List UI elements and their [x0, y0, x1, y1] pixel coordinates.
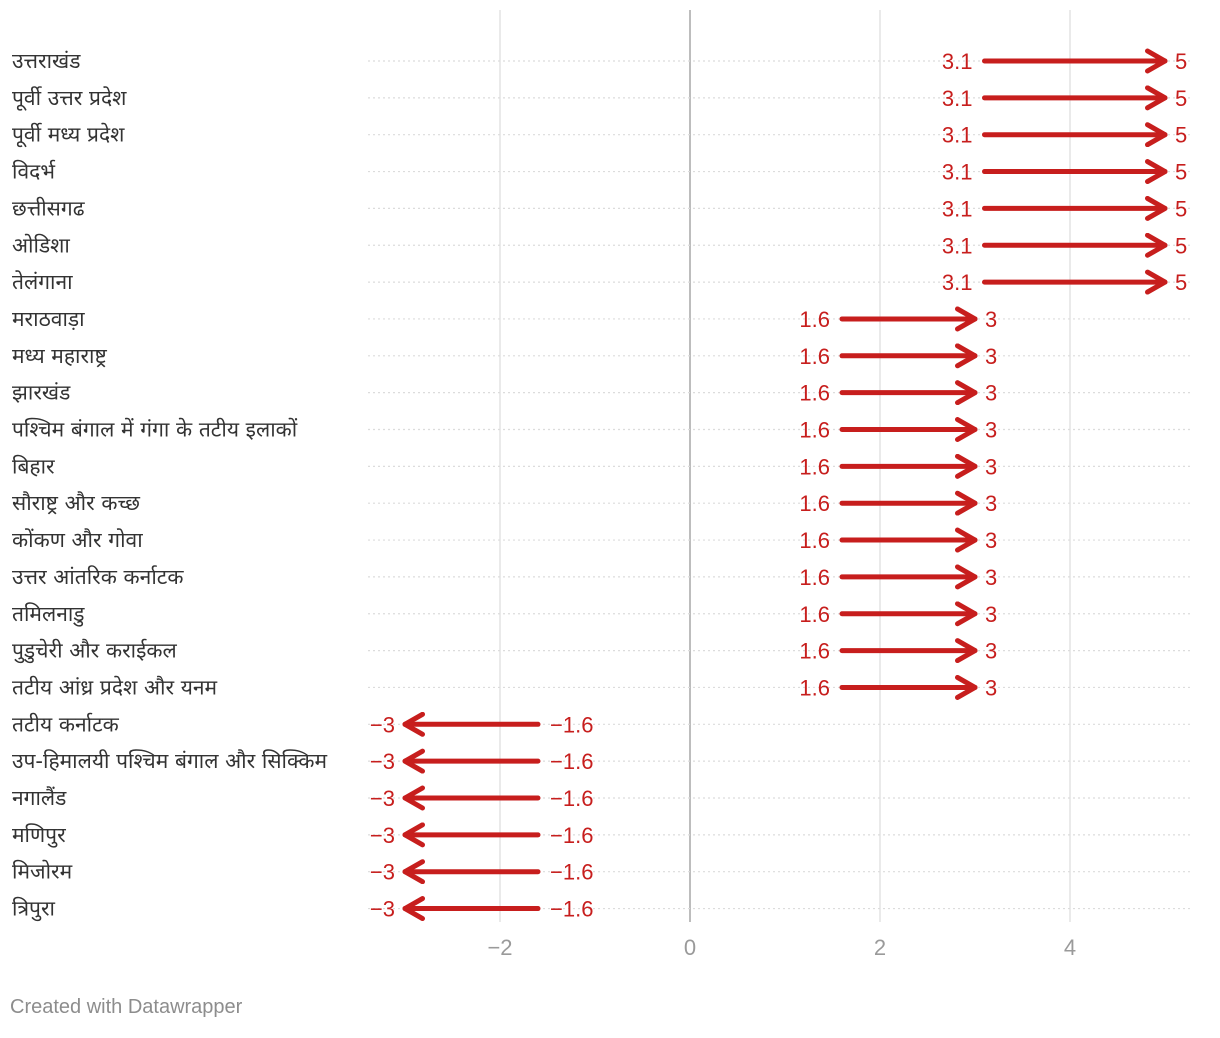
row-label: मध्य महाराष्ट्र: [12, 344, 107, 368]
row-label: त्रिपुरा: [12, 897, 56, 922]
start-value-label: 1.6: [799, 454, 830, 479]
start-value-label: 1.6: [799, 491, 830, 516]
row-label: पुडुचेरी और कराईकल: [12, 639, 178, 664]
end-value-label: 5: [1175, 270, 1187, 295]
end-value-label: 3: [985, 307, 997, 332]
row-label: मिजोरम: [12, 860, 73, 884]
start-value-label: 1.6: [799, 381, 830, 406]
start-value-label: 1.6: [799, 528, 830, 553]
end-value-label: 5: [1175, 123, 1187, 148]
start-value-label: 1.6: [799, 565, 830, 590]
start-value-label: 1.6: [799, 307, 830, 332]
end-value-label: 3: [985, 565, 997, 590]
end-value-label: 3: [985, 418, 997, 443]
start-value-label: 3.1: [942, 196, 973, 221]
end-value-label: 3: [985, 675, 997, 700]
end-value-label: −3: [370, 786, 395, 811]
row-label: छत्तीसगढ: [12, 196, 86, 220]
x-tick-label: 4: [1064, 935, 1076, 960]
row-label: झारखंड: [12, 381, 71, 405]
x-tick-label: −2: [487, 935, 512, 960]
row-layer: उत्तराखंड 3.1 5 पूर्वी उत्तर प्रदेश 3.1 5 पूर्…: [12, 48, 1190, 922]
x-axis: −2 0 2 4: [487, 935, 1076, 960]
end-value-label: 5: [1175, 160, 1187, 185]
end-value-label: 3: [985, 344, 997, 369]
row-label: मणिपुर: [12, 823, 66, 848]
start-value-label: 3.1: [942, 160, 973, 185]
row-label: ओडिशा: [12, 233, 70, 257]
row-label: सौराष्ट्र और कच्छ: [12, 491, 140, 515]
end-value-label: 3: [985, 381, 997, 406]
end-value-label: −3: [370, 860, 395, 885]
start-value-label: 1.6: [799, 418, 830, 443]
end-value-label: 3: [985, 528, 997, 553]
start-value-label: 3.1: [942, 123, 973, 148]
row-label: कोंकण और गोवा: [12, 528, 143, 552]
end-value-label: −3: [370, 897, 395, 922]
start-value-label: 3.1: [942, 49, 973, 74]
start-value-label: 1.6: [799, 602, 830, 627]
datawrapper-credit: Created with Datawrapper: [10, 996, 243, 1018]
start-value-label: 3.1: [942, 86, 973, 111]
end-value-label: 3: [985, 454, 997, 479]
end-value-label: 3: [985, 491, 997, 516]
row-label: उप-हिमालयी पश्चिम बंगाल और सिक्किम: [12, 749, 328, 773]
end-value-label: 3: [985, 602, 997, 627]
row-label: पूर्वी मध्य प्रदेश: [12, 123, 125, 148]
start-value-label: −1.6: [550, 749, 593, 774]
row-label: उत्तर आंतरिक कर्नाटक: [12, 565, 184, 589]
start-value-label: −1.6: [550, 786, 593, 811]
x-tick-label: 2: [874, 935, 886, 960]
end-value-label: −3: [370, 749, 395, 774]
row-label: तटीय कर्नाटक: [12, 712, 120, 736]
start-value-label: 1.6: [799, 639, 830, 664]
row-label: नगालैंड: [12, 786, 67, 810]
start-value-label: −1.6: [550, 823, 593, 848]
start-value-label: 3.1: [942, 270, 973, 295]
start-value-label: −1.6: [550, 897, 593, 922]
row-label: बिहार: [12, 454, 55, 478]
start-value-label: −1.6: [550, 712, 593, 737]
start-value-label: −1.6: [550, 860, 593, 885]
end-value-label: 5: [1175, 86, 1187, 111]
row-label: मराठवाड़ा: [12, 307, 85, 331]
row-label: तेलंगाना: [12, 270, 73, 294]
start-value-label: 3.1: [942, 233, 973, 258]
row-label: उत्तराखंड: [12, 49, 81, 73]
row-label: पूर्वी उत्तर प्रदेश: [12, 86, 127, 111]
start-value-label: 1.6: [799, 344, 830, 369]
end-value-label: −3: [370, 823, 395, 848]
row-label: तमिलनाडु: [12, 602, 85, 627]
row-label: तटीय आंध्र प्रदेश और यनम: [12, 675, 218, 699]
row-label: पश्चिम बंगाल में गंगा के तटीय इलाकों: [12, 418, 298, 442]
end-value-label: 5: [1175, 49, 1187, 74]
end-value-label: 3: [985, 639, 997, 664]
row-label: विदर्भ: [12, 160, 56, 184]
end-value-label: 5: [1175, 196, 1187, 221]
end-value-label: −3: [370, 712, 395, 737]
end-value-label: 5: [1175, 233, 1187, 258]
start-value-label: 1.6: [799, 675, 830, 700]
x-tick-label: 0: [684, 935, 696, 960]
